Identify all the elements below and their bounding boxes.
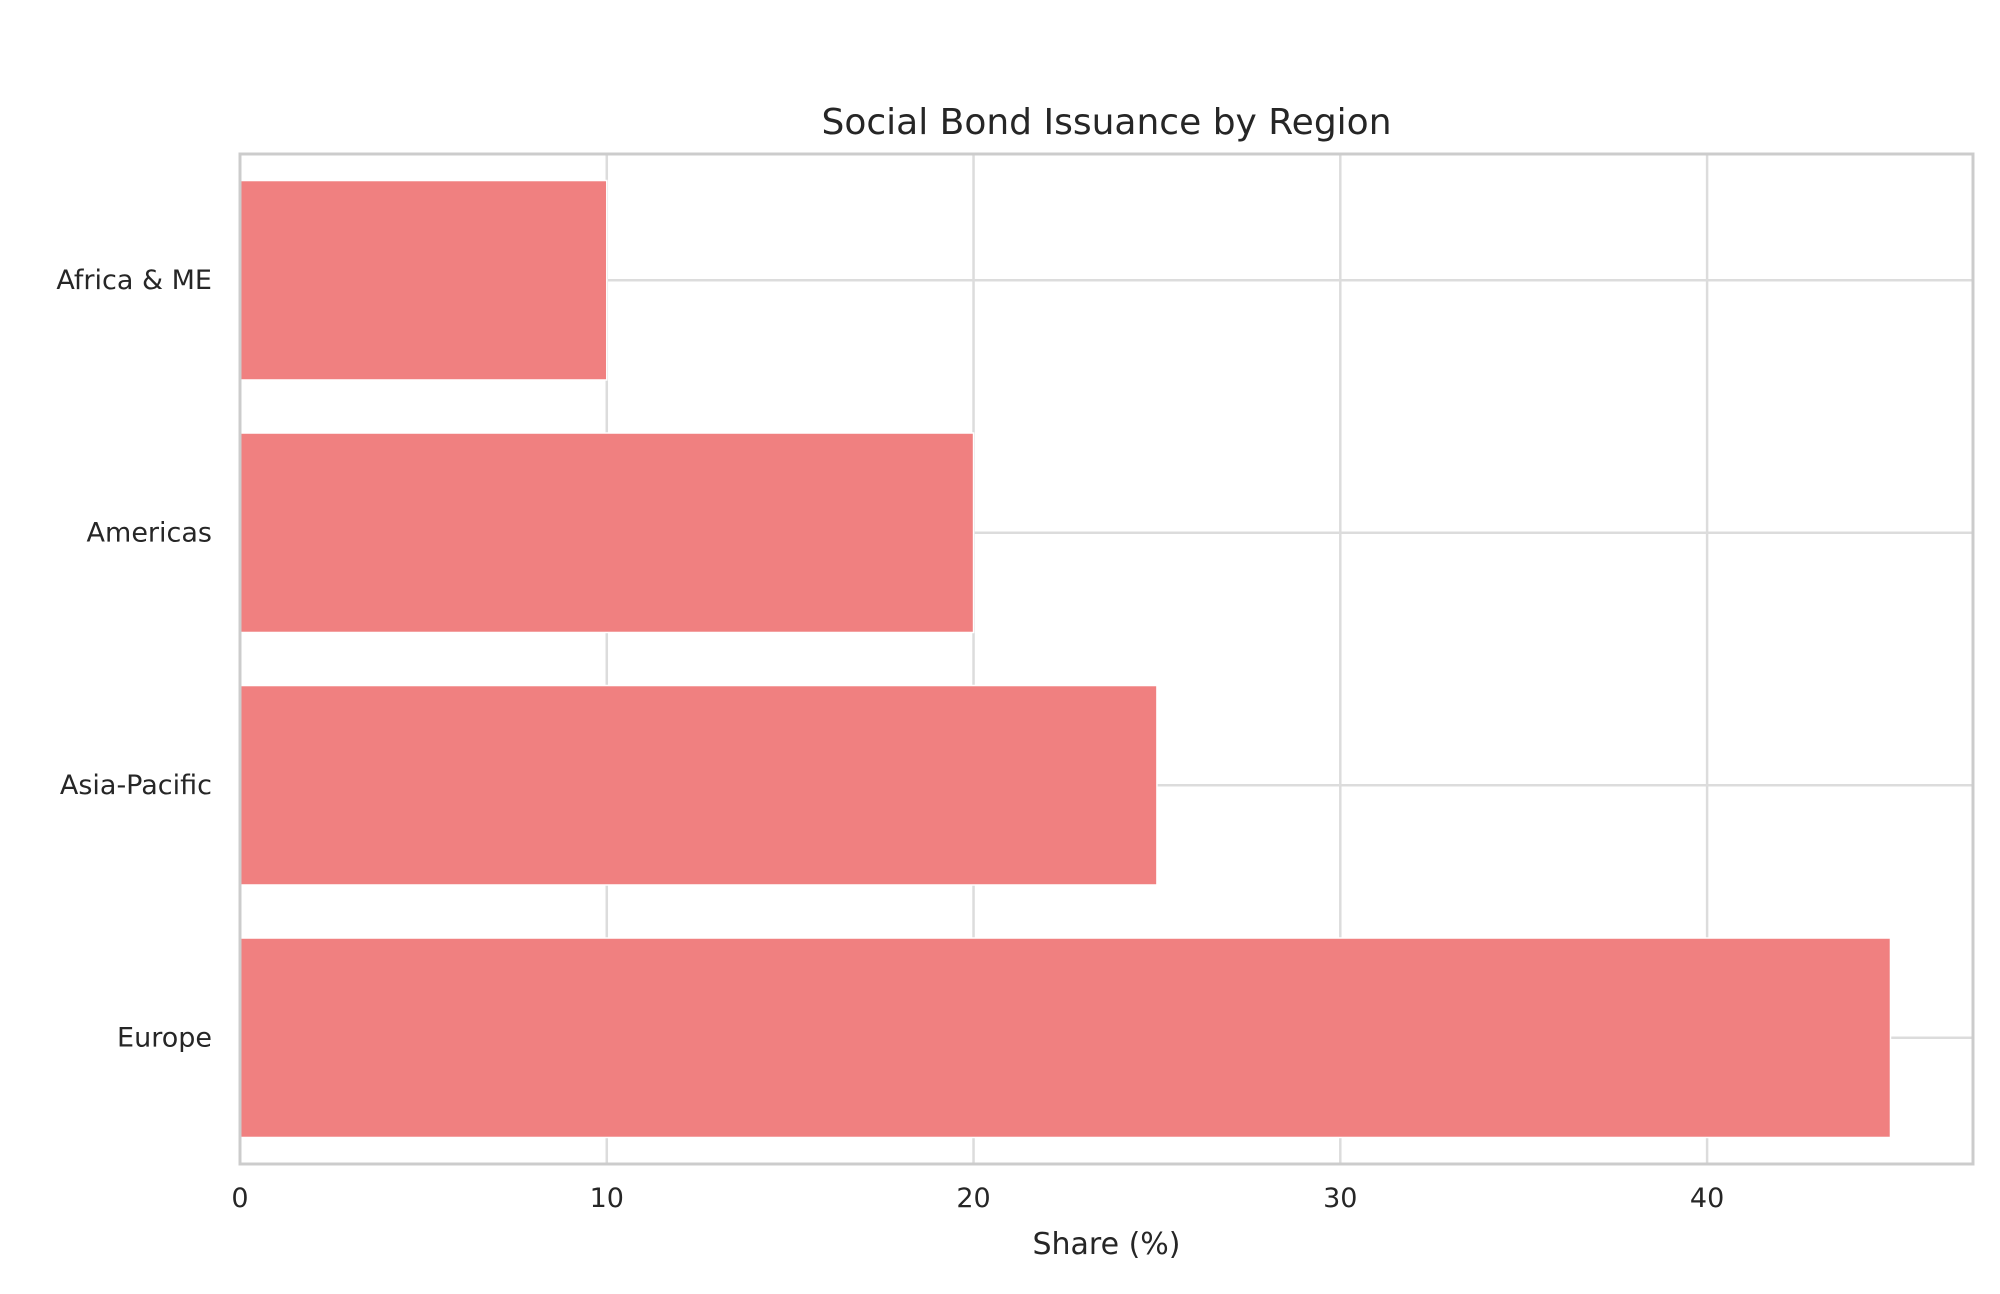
y-tick-label: Africa & ME bbox=[56, 265, 212, 296]
y-tick-label: Asia-Pacific bbox=[60, 770, 212, 801]
x-tick-label: 20 bbox=[956, 1183, 990, 1214]
x-tick-label: 30 bbox=[1323, 1183, 1357, 1214]
y-tick-label: Americas bbox=[87, 517, 212, 548]
y-tick-label: Europe bbox=[117, 1022, 212, 1053]
chart-title: Social Bond Issuance by Region bbox=[821, 102, 1391, 143]
x-tick-label: 40 bbox=[1690, 1183, 1724, 1214]
bar-europe bbox=[239, 937, 1892, 1139]
x-tick-label: 0 bbox=[231, 1183, 248, 1214]
bar-africa-me bbox=[239, 179, 608, 381]
bar-asia-pacific bbox=[239, 684, 1158, 886]
y-axis-ticks: Europe Asia-Pacific Americas Africa & ME bbox=[56, 265, 212, 1054]
plot-frame bbox=[238, 152, 1975, 1166]
x-axis-ticks: 0 10 20 30 40 bbox=[231, 1183, 1724, 1214]
bar-americas bbox=[239, 432, 975, 634]
x-tick-label: 10 bbox=[590, 1183, 624, 1214]
x-axis-label: Share (%) bbox=[1032, 1227, 1180, 1262]
bars bbox=[239, 179, 1892, 1139]
